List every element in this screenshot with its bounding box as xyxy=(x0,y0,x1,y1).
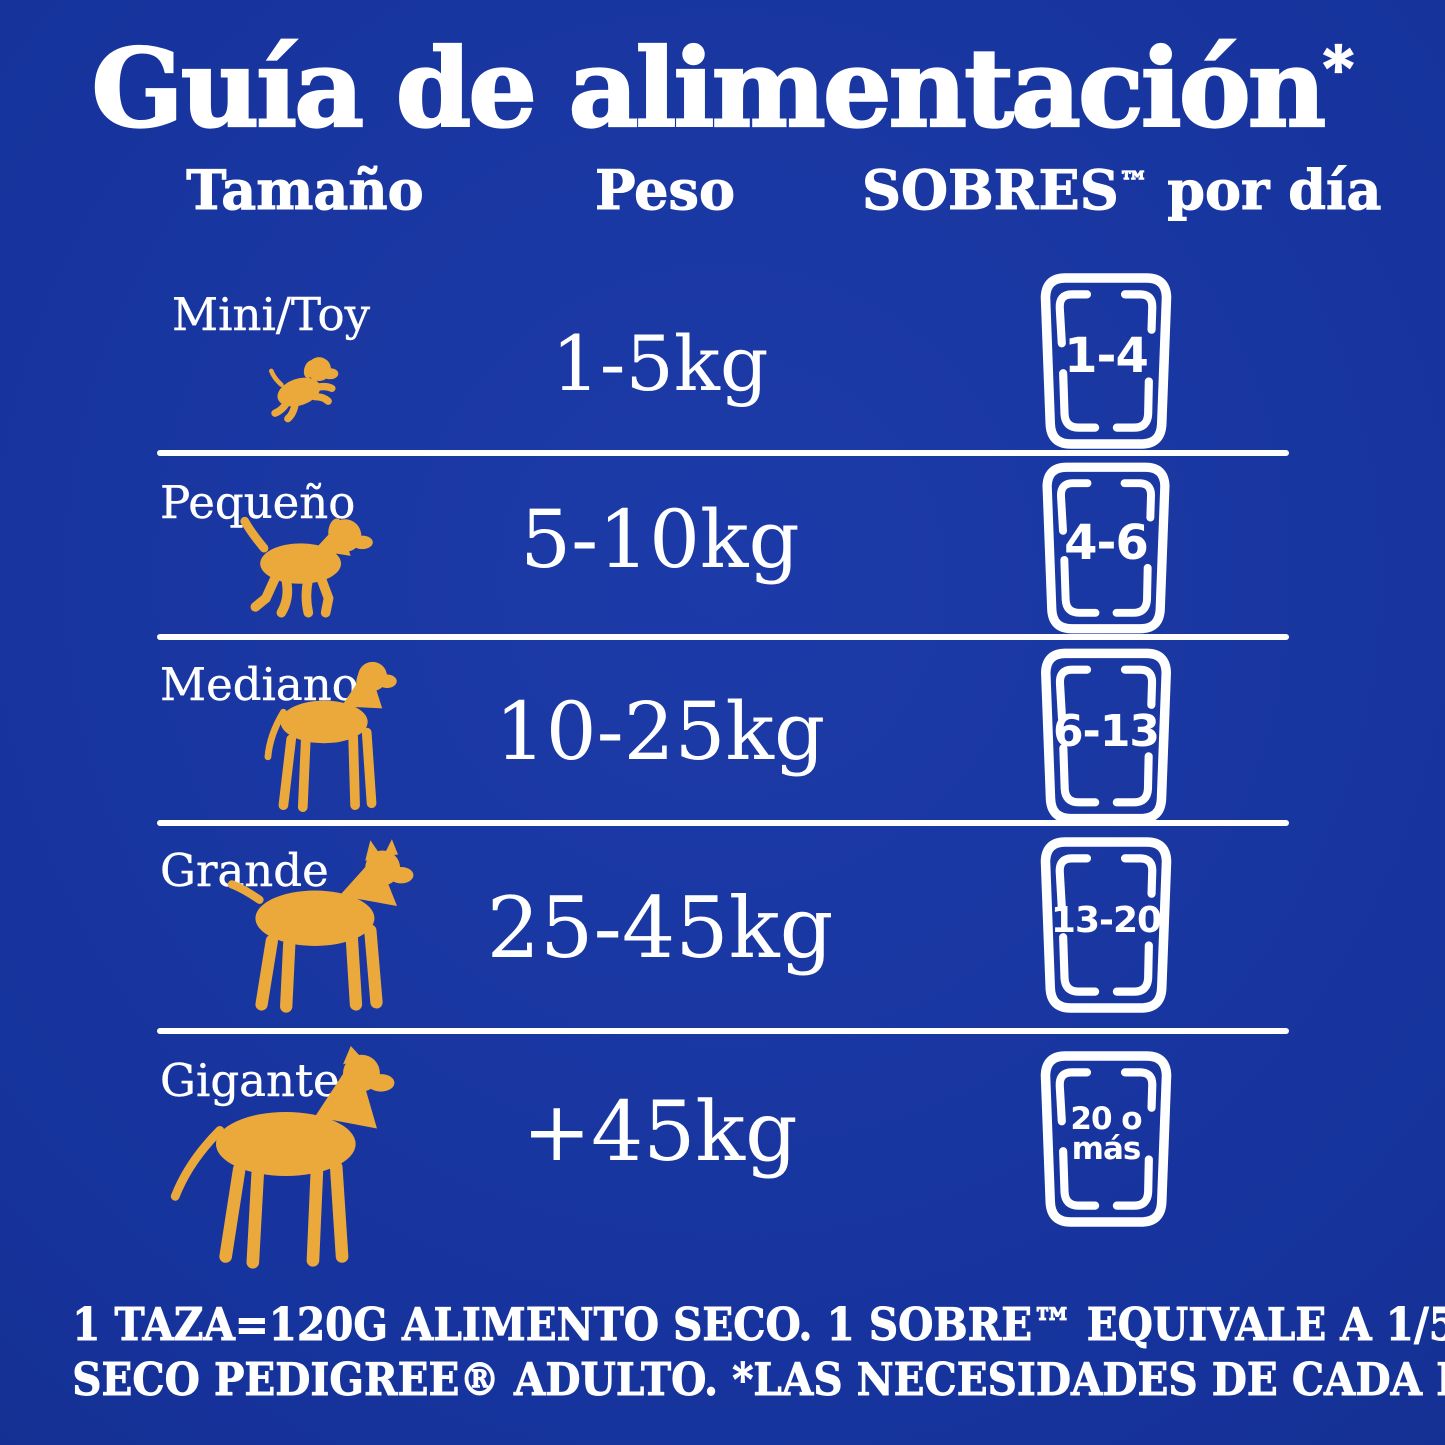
weight-value-mediano: 10-25kg xyxy=(494,685,826,778)
pouch-outline-icon xyxy=(1040,837,1172,1013)
row-divider xyxy=(157,634,1289,640)
pouch-count-value: 6-13 xyxy=(1038,648,1174,824)
pouch-count-mediano: 6-13 xyxy=(1038,648,1174,824)
weight-value-pequeno: 5-10kg xyxy=(520,493,800,586)
title-asterisk: * xyxy=(1322,33,1355,103)
footnote: 1 TAZA=120G ALIMENTO SECO. 1 SOBRE™ EQUI… xyxy=(72,1298,1445,1408)
row-divider xyxy=(157,450,1289,456)
row-divider xyxy=(157,1028,1289,1034)
puppy-mini-toy-icon xyxy=(269,357,339,423)
trademark-symbol: ™ xyxy=(1118,165,1149,201)
weight-value-grande: 25-45kg xyxy=(486,879,834,977)
pouch-count-line: 1-4 xyxy=(1064,328,1149,385)
pouch-outline-icon xyxy=(1040,1051,1172,1227)
row-divider xyxy=(157,820,1289,826)
column-header-size: Tamaño xyxy=(186,158,424,223)
per-day-text: por día xyxy=(1148,158,1382,223)
pouch-count-line: 4-6 xyxy=(1064,515,1149,572)
column-header-pouches: SOBRES™ por día xyxy=(862,158,1382,223)
weight-value-mini-toy: 1-5kg xyxy=(551,319,769,408)
pouch-count-line: 20 o xyxy=(1070,1101,1142,1138)
pouch-count-value: 20 o más xyxy=(1038,1044,1174,1234)
dog-mediano-icon xyxy=(264,661,397,812)
dog-grande-icon xyxy=(227,839,414,1013)
size-label-pequeno: Pequeño xyxy=(160,476,356,529)
dog-pequeno-icon xyxy=(240,516,373,618)
column-header-weight: Peso xyxy=(595,158,736,223)
pouch-count-value: 13-20 xyxy=(1038,836,1174,1014)
pouch-count-line: 13-20 xyxy=(1050,899,1162,941)
page-title-text: Guía de alimentación xyxy=(90,25,1327,153)
pouch-outline-icon xyxy=(1041,648,1171,824)
pouch-outline-icon xyxy=(1042,462,1170,634)
pouch-count-line: más xyxy=(1071,1130,1142,1167)
size-label-gigante: Gigante xyxy=(160,1054,340,1107)
pouch-outline-icon xyxy=(1040,273,1172,449)
weight-value-gigante: +45kg xyxy=(522,1085,798,1180)
pouch-count-line: 6-13 xyxy=(1052,706,1160,758)
footnote-line-2: SECO PEDIGREE® ADULTO. *LAS NECESIDADES … xyxy=(72,1352,1445,1406)
sobres-brand-text: SOBRES xyxy=(862,158,1120,223)
pouch-count-gigante: 20 o más xyxy=(1038,1044,1174,1234)
pouch-count-value: 1-4 xyxy=(1038,272,1174,450)
size-label-mini-toy: Mini/Toy xyxy=(172,288,371,341)
pouch-count-value: 4-6 xyxy=(1038,462,1174,634)
pouch-count-pequeno: 4-6 xyxy=(1038,462,1174,634)
page-title: Guía de alimentación* xyxy=(0,25,1445,153)
footnote-line-1: 1 TAZA=120G ALIMENTO SECO. 1 SOBRE™ EQUI… xyxy=(72,1298,1445,1352)
pouch-count-grande: 13-20 xyxy=(1038,836,1174,1014)
pouch-count-mini-toy: 1-4 xyxy=(1038,272,1174,450)
dog-gigante-icon xyxy=(170,1045,395,1269)
